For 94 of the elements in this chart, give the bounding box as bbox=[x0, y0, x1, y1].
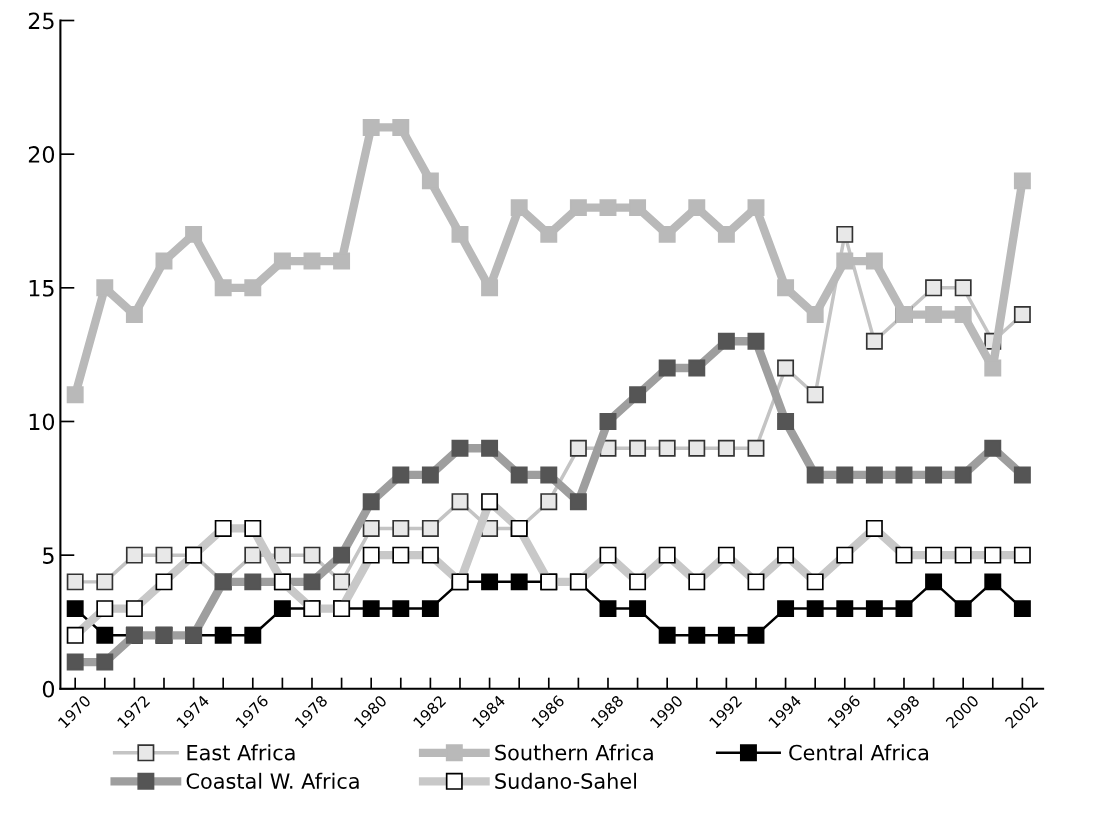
y-tick-label: 20 bbox=[28, 146, 55, 163]
point bbox=[599, 600, 617, 618]
point bbox=[510, 573, 528, 591]
point bbox=[836, 600, 854, 618]
point bbox=[421, 519, 439, 537]
point bbox=[66, 386, 84, 404]
point bbox=[777, 359, 795, 377]
point bbox=[273, 600, 291, 618]
point bbox=[155, 252, 173, 270]
point bbox=[925, 279, 943, 297]
point bbox=[421, 172, 439, 190]
point bbox=[125, 306, 143, 324]
point bbox=[540, 225, 558, 243]
point bbox=[451, 225, 469, 243]
point bbox=[96, 279, 114, 297]
point bbox=[333, 252, 351, 270]
point bbox=[954, 600, 972, 618]
point bbox=[362, 600, 380, 618]
point bbox=[214, 279, 232, 297]
point bbox=[717, 225, 735, 243]
point bbox=[185, 225, 203, 243]
point bbox=[954, 279, 972, 297]
point bbox=[273, 546, 291, 564]
point bbox=[777, 600, 795, 618]
point bbox=[747, 439, 765, 457]
point bbox=[451, 493, 469, 511]
point bbox=[658, 225, 676, 243]
point bbox=[244, 626, 262, 644]
point bbox=[658, 439, 676, 457]
point bbox=[806, 306, 824, 324]
point bbox=[303, 252, 321, 270]
point bbox=[629, 600, 647, 618]
point bbox=[569, 439, 587, 457]
point bbox=[1013, 600, 1031, 618]
point bbox=[717, 626, 735, 644]
legend-label: Southern Africa bbox=[495, 744, 653, 761]
point bbox=[777, 279, 795, 297]
legend-label: Sudano-Sahel bbox=[495, 772, 637, 789]
point bbox=[421, 600, 439, 618]
point bbox=[273, 252, 291, 270]
point bbox=[392, 600, 410, 618]
point bbox=[925, 306, 943, 324]
point bbox=[688, 626, 706, 644]
point bbox=[599, 199, 617, 217]
point bbox=[806, 386, 824, 404]
point bbox=[865, 332, 883, 350]
point bbox=[481, 279, 499, 297]
point bbox=[688, 439, 706, 457]
point bbox=[865, 252, 883, 270]
y-tick-label: 10 bbox=[29, 413, 55, 431]
point bbox=[392, 118, 410, 136]
point bbox=[155, 546, 173, 564]
point bbox=[895, 600, 913, 618]
point bbox=[629, 439, 647, 457]
point bbox=[806, 600, 824, 618]
point bbox=[836, 252, 854, 270]
legend-label: Central Africa bbox=[789, 744, 929, 761]
legend-label: East Africa bbox=[187, 744, 295, 761]
point bbox=[954, 306, 972, 324]
point bbox=[333, 573, 351, 591]
point bbox=[688, 199, 706, 217]
point bbox=[244, 279, 262, 297]
y-tick-label: 5 bbox=[43, 547, 54, 564]
point bbox=[96, 573, 114, 591]
y-tick-label: 0 bbox=[42, 680, 55, 698]
point bbox=[984, 573, 1002, 591]
point bbox=[717, 439, 735, 457]
y-tick-label: 25 bbox=[28, 12, 54, 30]
point bbox=[303, 546, 321, 564]
legend-label: Coastal W. Africa bbox=[186, 772, 359, 789]
point bbox=[66, 573, 84, 591]
point bbox=[836, 225, 854, 243]
point bbox=[925, 573, 943, 591]
point bbox=[658, 626, 676, 644]
point bbox=[984, 359, 1002, 377]
point bbox=[214, 626, 232, 644]
point bbox=[481, 573, 499, 591]
point bbox=[865, 600, 883, 618]
point bbox=[362, 519, 380, 537]
point bbox=[1013, 172, 1031, 190]
point bbox=[125, 546, 143, 564]
point bbox=[747, 199, 765, 217]
point bbox=[362, 118, 380, 136]
point bbox=[244, 546, 262, 564]
point bbox=[569, 199, 587, 217]
y-tick-label: 15 bbox=[29, 280, 54, 297]
point bbox=[66, 600, 84, 618]
point bbox=[96, 626, 114, 644]
point bbox=[510, 199, 528, 217]
point bbox=[629, 199, 647, 217]
point bbox=[747, 626, 765, 644]
point bbox=[1013, 306, 1031, 324]
point bbox=[540, 493, 558, 511]
point bbox=[392, 519, 410, 537]
